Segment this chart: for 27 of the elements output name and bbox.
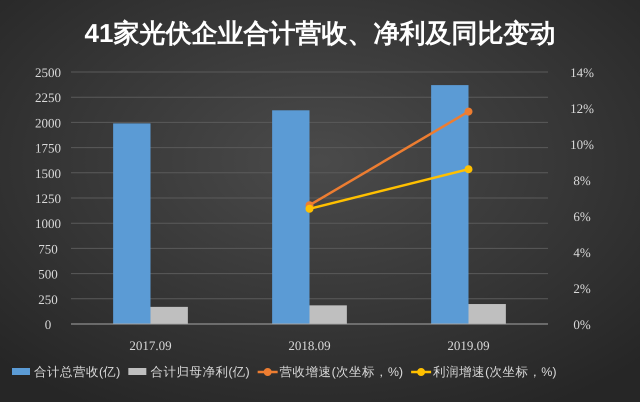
y-tick-label: 250 [38, 292, 58, 307]
y-tick-label: 2250 [35, 90, 61, 106]
y-tick-label: 750 [38, 241, 58, 256]
y-tick-label: 1500 [35, 166, 61, 181]
y2-tick-label: 0% [573, 317, 591, 332]
legend-label: 合计归母净利(亿) [150, 365, 250, 379]
y-tick-label: 2000 [35, 115, 61, 130]
y-tick-label: 1000 [35, 216, 61, 232]
y2-tick-label: 4% [573, 245, 591, 260]
legend-label: 利润增速(次坐标，%) [433, 365, 557, 379]
y2-tick-label: 10% [570, 137, 594, 152]
legend-label: 合计总营收(亿) [34, 365, 120, 379]
y-tick-label: 2500 [35, 65, 61, 80]
y-tick-label: 1250 [35, 191, 61, 206]
x-tick-label: 2019.09 [447, 338, 490, 353]
chart-title: 41家光伏企业合计营收、净利及同比变动 [84, 18, 556, 48]
y2-tick-label: 14% [570, 65, 594, 80]
x-tick-label: 2017.09 [129, 338, 172, 353]
y-tick-label: 0 [44, 317, 52, 332]
x-tick-label: 2018.09 [288, 338, 331, 353]
y2-tick-label: 2% [573, 281, 591, 296]
y2-tick-label: 8% [573, 173, 591, 188]
legend-label: 营收增速(次坐标，%) [280, 365, 404, 379]
y-tick-label: 500 [38, 266, 58, 282]
y2-tick-label: 6% [573, 209, 591, 224]
y2-tick-label: 12% [570, 101, 594, 116]
y-tick-label: 1750 [35, 140, 61, 156]
